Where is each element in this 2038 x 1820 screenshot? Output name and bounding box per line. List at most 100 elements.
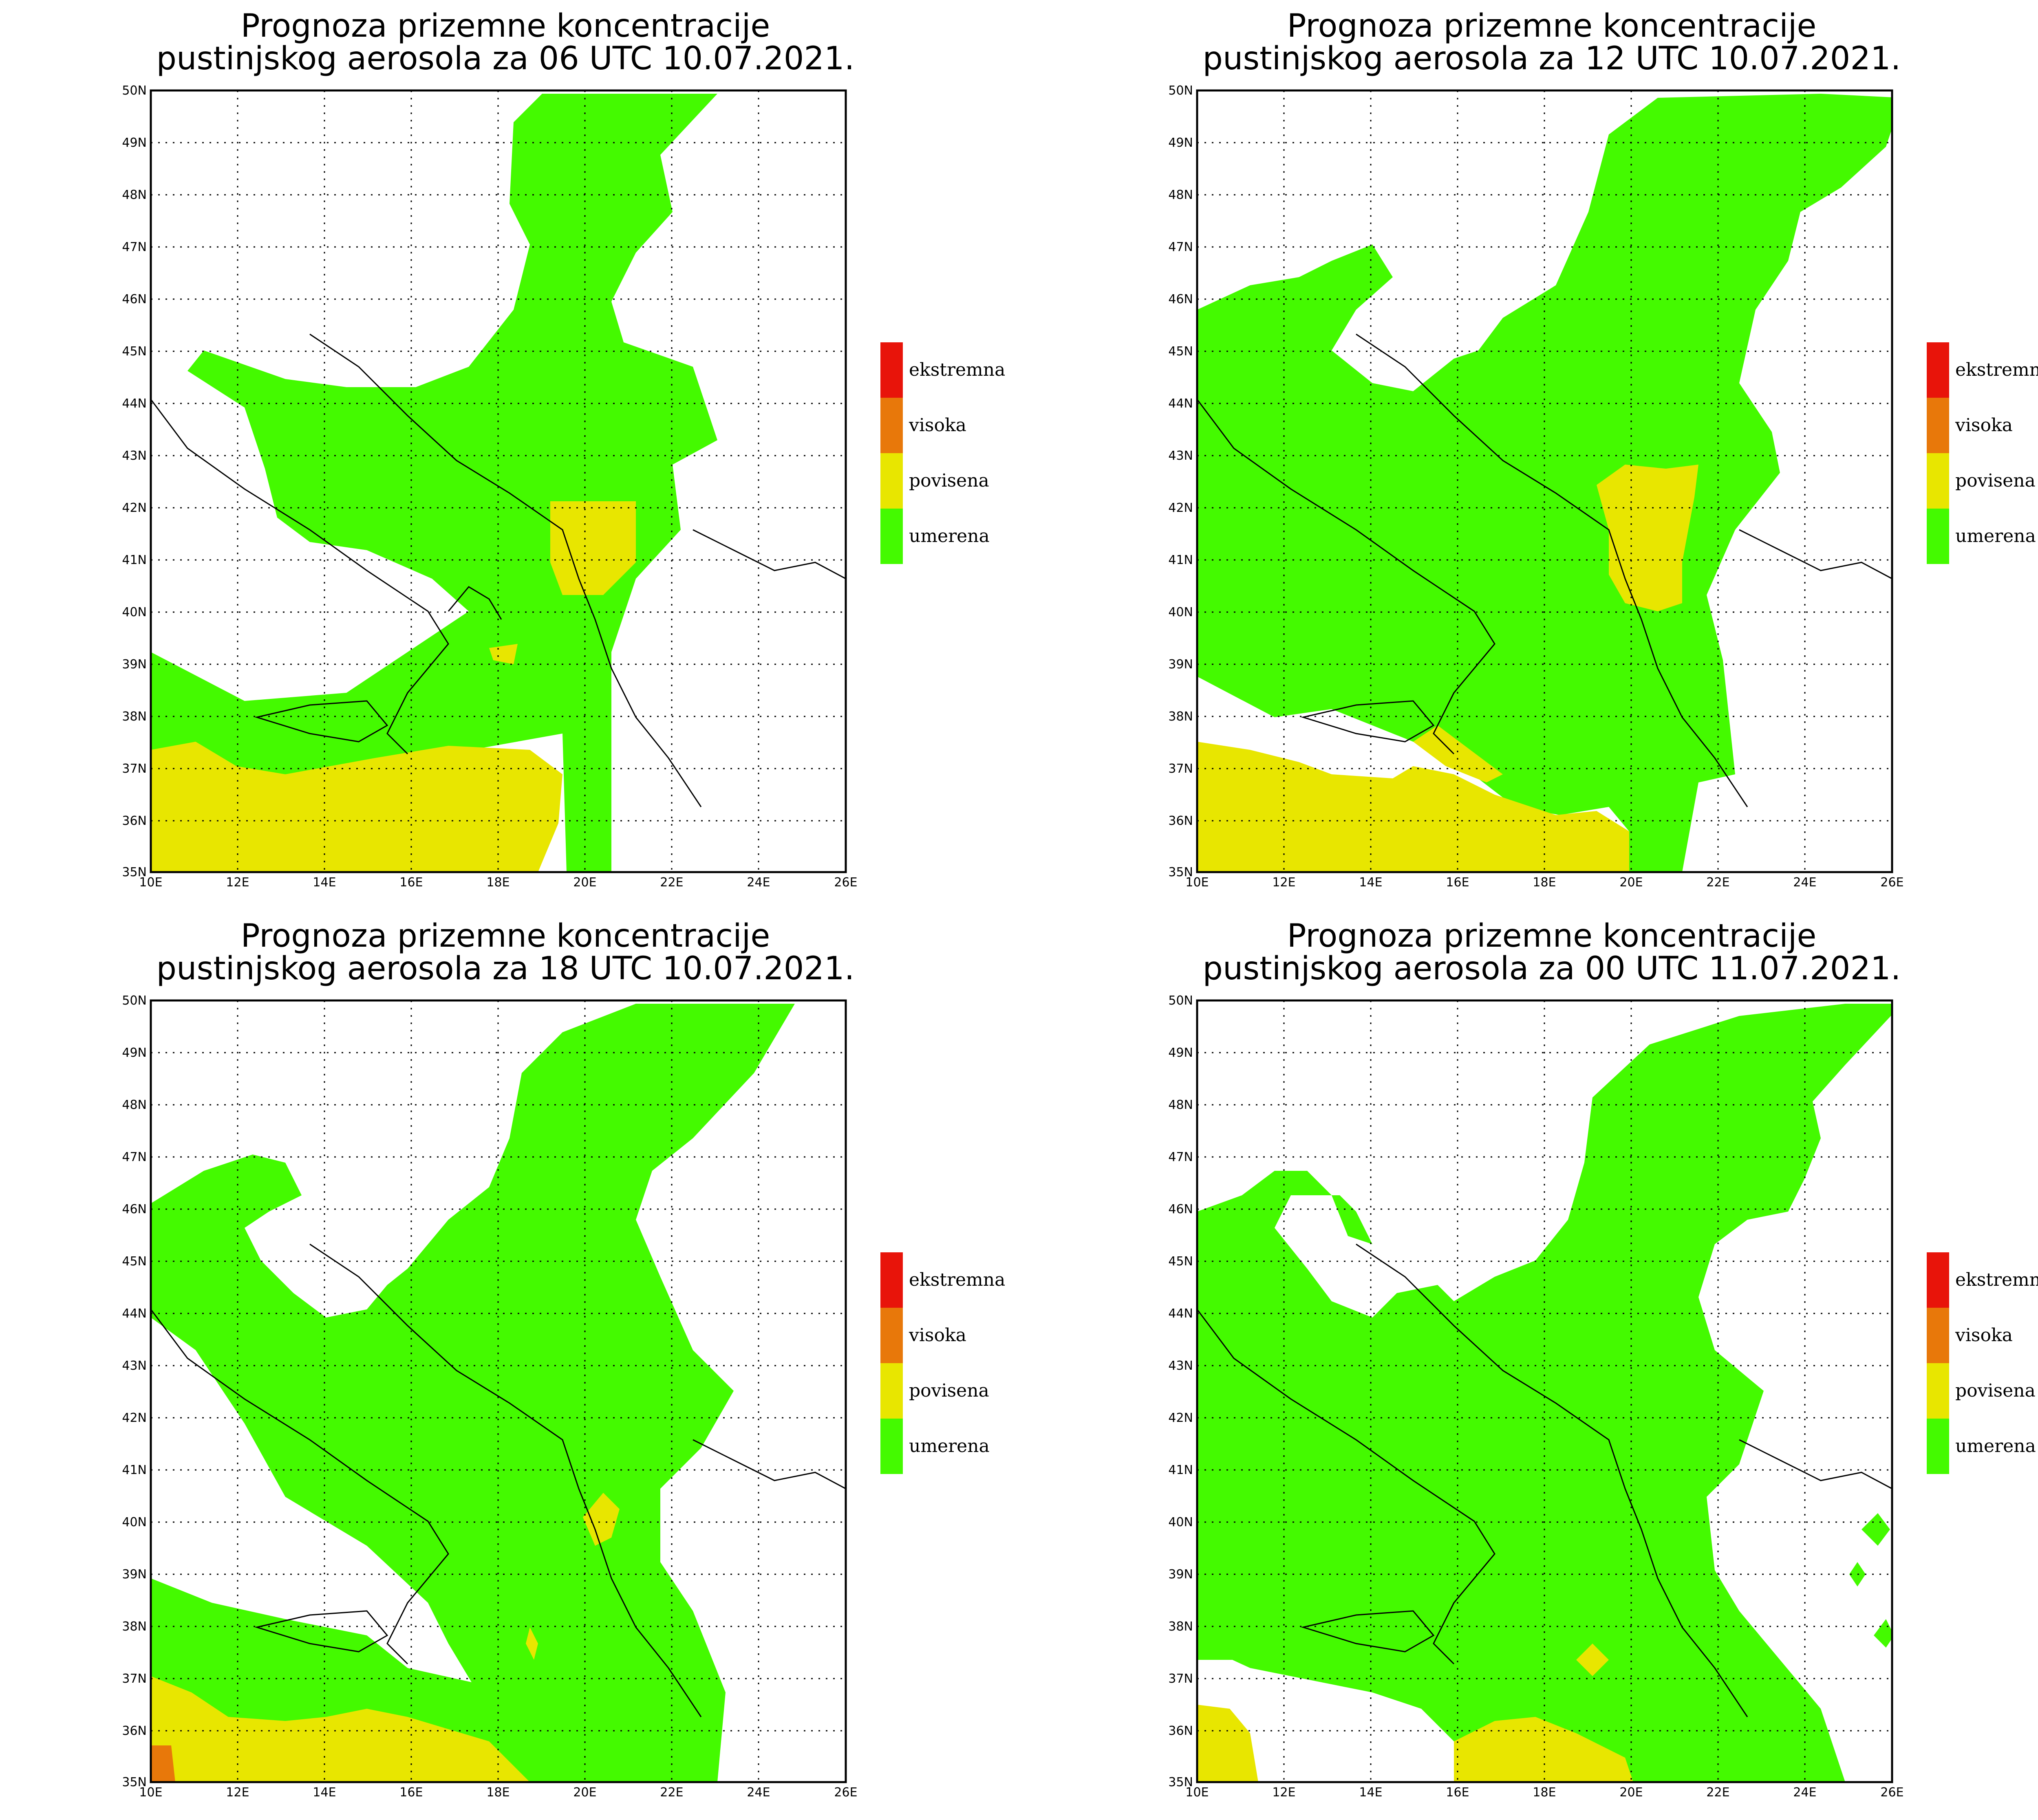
svg-text:12E: 12E [1272, 875, 1295, 890]
svg-text:41N: 41N [1168, 1463, 1193, 1477]
svg-text:49N: 49N [122, 1046, 147, 1060]
elevated-dust-area [550, 501, 636, 595]
svg-text:38N: 38N [1168, 709, 1193, 724]
legend: ekstremna visoka povisena umerena [880, 342, 1005, 564]
elevated-dust-area [151, 742, 562, 872]
panel-title-line1: Prognoza prizemne koncentracije [241, 8, 770, 44]
panel-title-line1: Prognoza prizemne koncentracije [241, 918, 770, 954]
lat-tick-labels: 50N 49N 48N 47N 46N 45N 44N 43N 42N 41N … [1168, 994, 1193, 1789]
legend: ekstremna visoka povisena umerena [1927, 342, 2038, 564]
legend-swatch-elevated [880, 453, 903, 509]
svg-text:16E: 16E [399, 1785, 423, 1800]
svg-text:24E: 24E [747, 875, 770, 890]
lon-tick-labels: 10E 12E 14E 16E 18E 20E 22E 24E 26E [139, 1785, 857, 1800]
elevated-dust-area [526, 1627, 538, 1660]
svg-text:50N: 50N [1168, 994, 1193, 1008]
legend-swatch-moderate [1927, 509, 1949, 564]
svg-text:40N: 40N [122, 605, 147, 619]
legend-swatch-high [880, 398, 903, 453]
svg-text:37N: 37N [1168, 1672, 1193, 1686]
coastlines [150, 333, 846, 807]
svg-text:14E: 14E [1359, 875, 1382, 890]
legend: ekstremna visoka povisena umerena [1927, 1252, 2038, 1474]
legend-swatch-moderate [880, 1419, 903, 1474]
svg-text:43N: 43N [122, 449, 147, 463]
legend-swatch-extreme [1927, 1252, 1949, 1308]
svg-text:40N: 40N [1168, 605, 1193, 619]
svg-text:22E: 22E [660, 875, 683, 890]
lat-tick-labels: 50N 49N 48N 47N 46N 45N 44N 43N 42N 41N … [122, 994, 147, 1789]
svg-text:40N: 40N [122, 1515, 147, 1529]
legend-swatch-extreme [880, 1252, 903, 1308]
svg-text:38N: 38N [122, 1619, 147, 1634]
legend-label-elevated: povisena [1955, 470, 2036, 491]
svg-text:43N: 43N [1168, 449, 1193, 463]
svg-text:35N: 35N [1168, 1775, 1193, 1789]
legend-swatch-elevated [1927, 453, 1949, 509]
svg-text:39N: 39N [1168, 1567, 1193, 1582]
legend-label-moderate: umerena [909, 1436, 990, 1456]
svg-text:22E: 22E [1706, 875, 1729, 890]
svg-text:47N: 47N [122, 1150, 147, 1164]
panel-title-line1: Prognoza prizemne koncentracije [1287, 918, 1817, 954]
legend-label-moderate: umerena [909, 526, 990, 546]
svg-text:43N: 43N [122, 1359, 147, 1373]
lat-tick-labels: 50N 49N 48N 47N 46N 45N 44N 43N 42N 41N … [122, 84, 147, 879]
legend-swatch-extreme [880, 342, 903, 398]
svg-text:22E: 22E [1706, 1785, 1729, 1800]
svg-text:49N: 49N [1168, 136, 1193, 150]
legend-label-elevated: povisena [909, 1380, 989, 1401]
svg-text:47N: 47N [1168, 1150, 1193, 1164]
elevated-dust-area [1413, 725, 1503, 782]
lon-tick-labels: 10E 12E 14E 16E 18E 20E 22E 24E 26E [139, 875, 857, 890]
svg-text:18E: 18E [1533, 875, 1556, 890]
coastlines [150, 1243, 846, 1717]
lon-tick-labels: 10E 12E 14E 16E 18E 20E 22E 24E 26E [1185, 875, 1903, 890]
svg-text:18E: 18E [1533, 1785, 1556, 1800]
svg-text:47N: 47N [122, 240, 147, 254]
legend-swatch-elevated [1927, 1363, 1949, 1419]
svg-text:26E: 26E [834, 1785, 857, 1800]
map-12utc: Prognoza prizemne koncentracije pustinjs… [1168, 8, 2038, 890]
legend-label-moderate: umerena [1955, 526, 2036, 546]
svg-text:37N: 37N [1168, 762, 1193, 776]
legend-label-extreme: ekstremna [1955, 1269, 2038, 1290]
svg-text:24E: 24E [747, 1785, 770, 1800]
forecast-panel-00utc: Prognoza prizemne koncentracije pustinjs… [1046, 910, 2038, 1820]
svg-text:48N: 48N [1168, 188, 1193, 202]
forecast-panel-12utc: Prognoza prizemne koncentracije pustinjs… [1046, 0, 2038, 910]
moderate-dust-area [151, 94, 717, 872]
elevated-dust-area [489, 644, 518, 664]
svg-text:14E: 14E [1359, 1785, 1382, 1800]
svg-text:43N: 43N [1168, 1359, 1193, 1373]
svg-text:39N: 39N [122, 657, 147, 672]
svg-text:36N: 36N [122, 814, 147, 828]
svg-text:46N: 46N [1168, 292, 1193, 306]
svg-text:50N: 50N [122, 994, 147, 1008]
svg-text:48N: 48N [122, 1098, 147, 1112]
svg-text:46N: 46N [122, 292, 147, 306]
legend-swatch-high [1927, 398, 1949, 453]
svg-text:37N: 37N [122, 1672, 147, 1686]
svg-text:38N: 38N [122, 709, 147, 724]
svg-text:36N: 36N [122, 1724, 147, 1738]
map-18utc: Prognoza prizemne koncentracije pustinjs… [122, 918, 1005, 1800]
svg-text:12E: 12E [226, 875, 249, 890]
svg-text:12E: 12E [226, 1785, 249, 1800]
svg-text:44N: 44N [1168, 1307, 1193, 1321]
svg-text:50N: 50N [122, 84, 147, 98]
elevated-dust-area [151, 1676, 530, 1782]
svg-text:35N: 35N [1168, 865, 1193, 879]
svg-text:10E: 10E [1185, 875, 1209, 890]
svg-text:40N: 40N [1168, 1515, 1193, 1529]
svg-text:45N: 45N [122, 1254, 147, 1269]
svg-text:44N: 44N [122, 1307, 147, 1321]
legend-swatch-high [880, 1308, 903, 1363]
svg-text:24E: 24E [1793, 1785, 1816, 1800]
elevated-dust-area [1454, 1717, 1633, 1782]
moderate-dust-area [1862, 1513, 1890, 1546]
legend-label-extreme: ekstremna [1955, 359, 2038, 380]
svg-text:16E: 16E [1446, 875, 1469, 890]
svg-text:22E: 22E [660, 1785, 683, 1800]
elevated-dust-area [1597, 465, 1698, 611]
